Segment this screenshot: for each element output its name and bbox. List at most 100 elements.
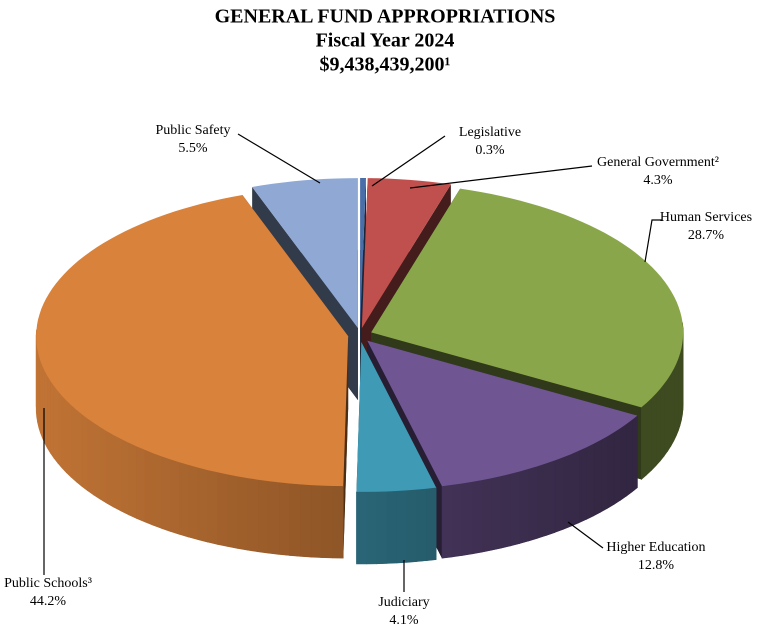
slice-side xyxy=(519,468,530,544)
slice-label: Judiciary xyxy=(378,595,429,610)
slice-label: Public Safety xyxy=(155,123,230,138)
slice-label: Public Schools³ xyxy=(4,576,92,591)
slice-value-label: 28.7% xyxy=(688,228,725,243)
pie xyxy=(35,178,684,565)
slice-side xyxy=(667,372,672,452)
slice-side xyxy=(386,490,397,564)
slice-side xyxy=(61,394,67,474)
slice-label: Human Services xyxy=(660,210,752,225)
chart-subtitle: Fiscal Year 2024 xyxy=(316,30,455,52)
leader-line xyxy=(567,521,604,549)
slice-side xyxy=(537,463,547,539)
slice xyxy=(35,195,349,559)
slice-side xyxy=(586,443,595,520)
slice-side xyxy=(646,397,652,476)
slice-side xyxy=(651,392,657,471)
slice-side xyxy=(471,479,483,555)
leader-line xyxy=(371,135,446,187)
slice-side xyxy=(451,483,463,558)
slice-top xyxy=(367,340,638,487)
slice-side xyxy=(675,358,679,436)
slice-top xyxy=(371,188,684,408)
slice-side xyxy=(631,414,638,493)
slice-side xyxy=(626,419,633,497)
slice-top xyxy=(360,178,366,329)
slice-side xyxy=(278,482,290,556)
slice-side xyxy=(237,476,248,551)
slice-value-label: 5.5% xyxy=(178,141,208,156)
slice-side xyxy=(528,465,538,542)
slice-side xyxy=(554,456,564,533)
leader-line xyxy=(644,219,662,263)
leader-line xyxy=(237,133,321,184)
slice-side xyxy=(128,442,137,519)
slice-top xyxy=(252,178,358,329)
slice-side xyxy=(593,439,602,517)
slice-side xyxy=(396,490,407,564)
slice-side xyxy=(641,402,647,481)
slice-side xyxy=(500,473,511,549)
slice-label: General Government² xyxy=(597,155,719,170)
slice-value-label: 4.3% xyxy=(643,173,673,188)
slice-side xyxy=(99,426,108,504)
slice-side xyxy=(570,450,580,527)
slice-side xyxy=(113,434,122,512)
slice-side xyxy=(87,418,94,496)
slice-side xyxy=(226,474,238,549)
leader-line xyxy=(409,165,593,189)
slice-side xyxy=(660,382,665,462)
slice-side xyxy=(161,455,171,532)
slice-side xyxy=(376,491,387,565)
slice-side xyxy=(257,479,269,554)
slice-side xyxy=(144,449,154,526)
chart-title: GENERAL FUND APPROPRIATIONS xyxy=(215,6,556,28)
slice-side xyxy=(663,377,669,457)
slice-side xyxy=(44,370,48,449)
slice-side xyxy=(81,413,88,492)
slice-side xyxy=(106,430,115,508)
slice-side xyxy=(93,422,101,500)
slice-side xyxy=(545,460,556,536)
slice-side xyxy=(441,484,453,559)
slice-side xyxy=(53,385,58,464)
slice-side xyxy=(75,409,83,487)
slice-side xyxy=(607,431,615,509)
slice-top xyxy=(356,341,437,492)
slice-top xyxy=(361,178,451,329)
slice-value-label: 0.3% xyxy=(475,143,505,158)
slice-side xyxy=(655,387,661,467)
slice-side xyxy=(491,475,502,551)
slice-side xyxy=(600,435,608,513)
slice-side xyxy=(179,461,189,538)
slice-value-label: 44.2% xyxy=(30,594,67,609)
slice-side xyxy=(289,483,301,557)
slice-side xyxy=(366,491,377,565)
slice-side xyxy=(197,467,208,543)
slice-side xyxy=(426,487,437,561)
slice-value-label: 4.1% xyxy=(389,613,419,626)
slice-side xyxy=(50,380,55,459)
slice-side xyxy=(673,363,677,442)
slice-side xyxy=(120,438,129,516)
slice-side xyxy=(170,458,180,535)
slice-side xyxy=(406,489,417,563)
slice-label: Higher Education xyxy=(606,540,705,555)
slice-side xyxy=(188,464,199,541)
slice-side xyxy=(47,375,51,455)
slice-side xyxy=(461,481,473,556)
slice-side xyxy=(267,480,280,555)
slice-side xyxy=(70,404,77,483)
slice-label: Legislative xyxy=(459,125,521,140)
slice-value-label: 12.8% xyxy=(638,558,675,573)
slice-side xyxy=(332,485,344,559)
slice-side xyxy=(578,446,587,524)
slice-side xyxy=(57,390,63,469)
slice-side xyxy=(217,471,228,547)
slice-side xyxy=(310,484,322,558)
slice-side xyxy=(207,469,218,545)
slice-side xyxy=(613,427,621,505)
slice-side xyxy=(562,453,572,530)
slice-side xyxy=(152,452,162,529)
slice-side xyxy=(510,471,520,547)
